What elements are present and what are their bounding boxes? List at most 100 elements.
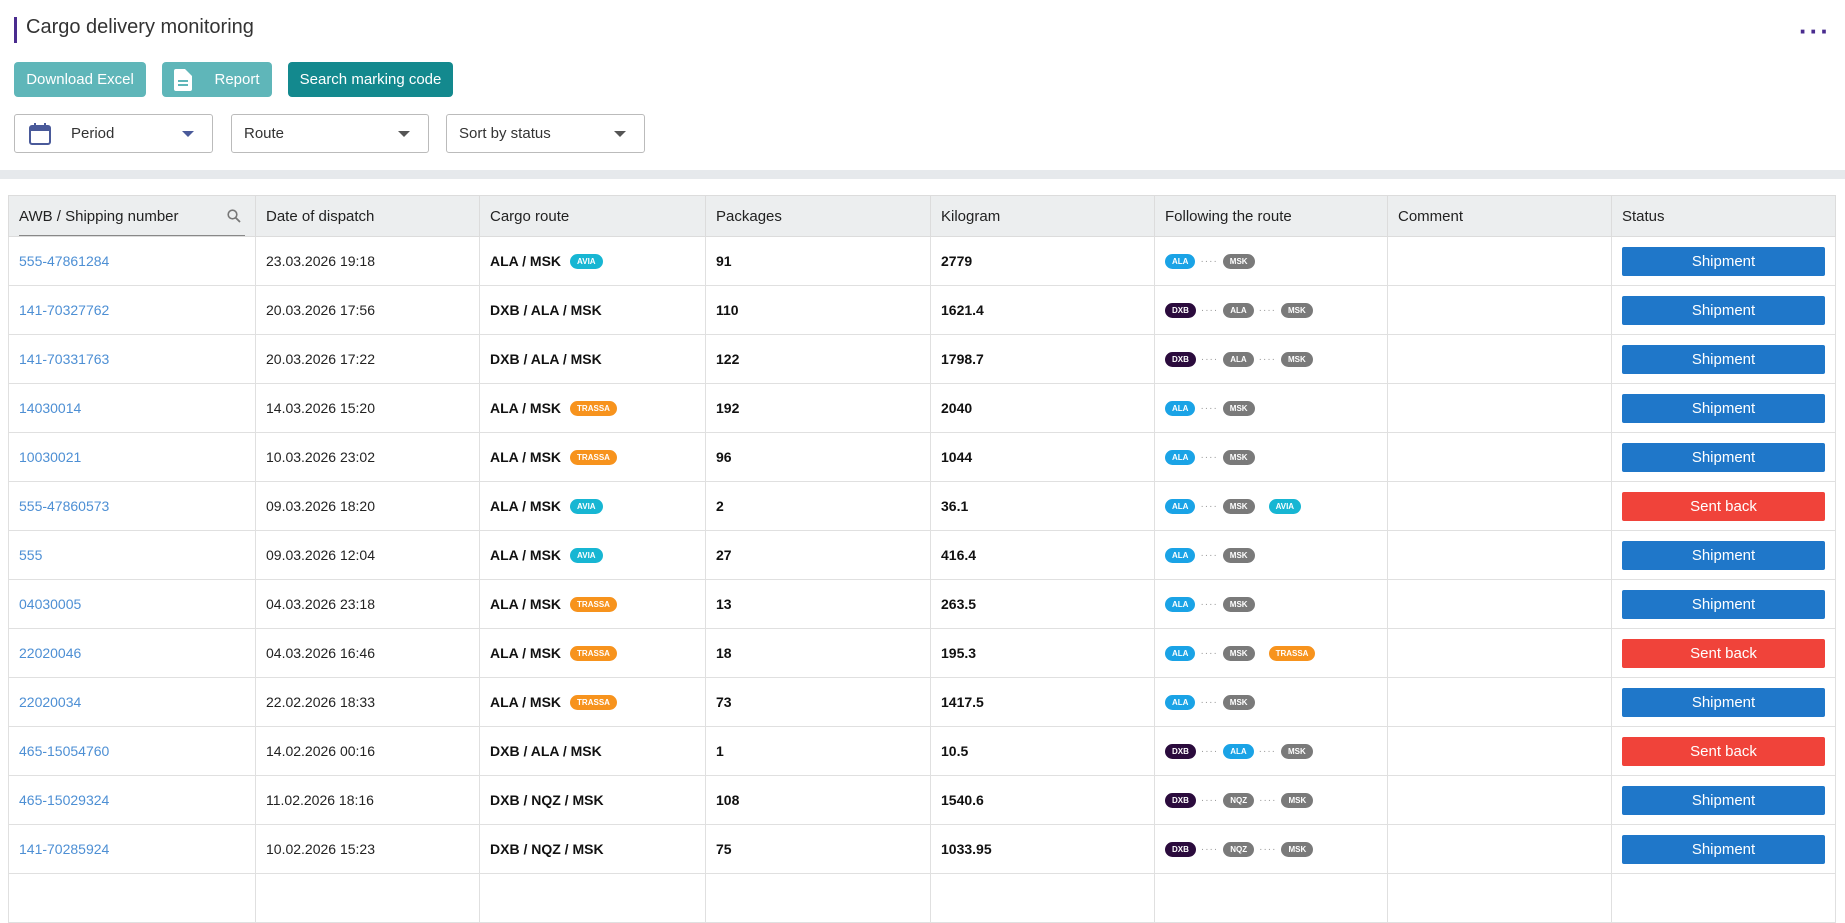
route-chip: MSK	[1222, 695, 1255, 711]
status-button[interactable]: Shipment	[1622, 834, 1825, 864]
table-row: 141-70327762 20.03.2026 17:56 DXB / ALA / …	[8, 285, 1836, 335]
route-connector: ····	[1200, 844, 1219, 856]
table-row: 555-47860573 09.03.2026 18:20 ALA / MSK AVI…	[8, 481, 1836, 531]
status-button[interactable]: Sent back	[1622, 736, 1825, 766]
title-accent	[14, 17, 17, 43]
route-cell: ALA / MSK TRASSA	[479, 677, 706, 727]
awb-link[interactable]: 22020046	[19, 645, 82, 661]
column-header: Status	[1611, 195, 1836, 237]
route-cell: DXB / NQZ / MSK	[479, 775, 706, 825]
awb-link[interactable]: 555-47860573	[19, 498, 110, 514]
awb-link[interactable]: 141-70285924	[19, 841, 110, 857]
route-cell: ALA / MSK TRASSA	[479, 432, 706, 482]
button-label: Download Excel	[26, 71, 134, 88]
status-button[interactable]: Shipment	[1622, 295, 1825, 325]
route-chip: TRASSA	[570, 401, 617, 417]
status-button[interactable]: Shipment	[1622, 540, 1825, 570]
kilogram: 36.1	[941, 498, 969, 514]
route-chip: TRASSA	[570, 597, 617, 613]
route-cell: DXB / ALA / MSK	[479, 334, 706, 384]
status-button[interactable]: Shipment	[1622, 393, 1825, 423]
status-button[interactable]: Shipment	[1622, 344, 1825, 374]
dispatch-date: 10.03.2026 23:02	[266, 449, 375, 465]
kilogram-cell: 2779	[930, 236, 1155, 286]
search-icon[interactable]	[227, 209, 241, 223]
download-excel-button[interactable]: Download Excel	[14, 62, 146, 97]
status-button[interactable]: Sent back	[1622, 491, 1825, 521]
button-label: Report	[214, 71, 260, 88]
table-row: 465-15029324 11.02.2026 18:16 DXB / NQZ / …	[8, 775, 1836, 825]
status-cell: Sent back	[1611, 726, 1836, 776]
route-cell: DXB / NQZ / MSK	[479, 824, 706, 874]
route-chip: ALA	[1165, 695, 1196, 711]
table-row: 555-47861284 23.03.2026 19:18 ALA / MSK AVI…	[8, 236, 1836, 286]
route-chip: AVIA	[1268, 499, 1302, 515]
route-filter[interactable]: Route	[231, 114, 429, 153]
status-button[interactable]: Shipment	[1622, 246, 1825, 276]
awb-link[interactable]: 141-70331763	[19, 351, 110, 367]
route-connector: ····	[1200, 501, 1218, 513]
table-row: 465-15054760 14.02.2026 00:16 DXB / ALA / …	[8, 726, 1836, 776]
following-cell: DXB ···· ALA ···· MSK	[1154, 726, 1388, 776]
route-chip: DXB	[1165, 793, 1196, 809]
column-header: Following the route	[1154, 195, 1388, 237]
status-button[interactable]: Shipment	[1622, 589, 1825, 619]
packages: 122	[716, 351, 740, 367]
awb-link[interactable]: 465-15054760	[19, 743, 110, 759]
cargo-route: ALA / MSK	[490, 693, 562, 710]
status-sort[interactable]: Sort by status	[446, 114, 645, 153]
kilogram: 1417.5	[941, 694, 984, 710]
page-title: Cargo delivery monitoring	[26, 16, 254, 38]
dispatch-date: 14.02.2026 00:16	[266, 743, 375, 759]
awb-link[interactable]: 04030005	[19, 596, 82, 612]
route-chip: MSK	[1281, 793, 1314, 809]
comment-cell	[1387, 383, 1612, 433]
report-button[interactable]: Report	[162, 62, 272, 97]
status-button[interactable]: Shipment	[1622, 442, 1825, 472]
route-chip: MSK	[1222, 450, 1255, 466]
filter-label: Sort by status	[459, 125, 551, 142]
route-connector: ····	[1258, 746, 1276, 758]
kilogram-cell: 416.4	[930, 530, 1155, 580]
comment-cell	[1387, 628, 1612, 678]
awb-link[interactable]: 555-47861284	[19, 253, 110, 269]
status-cell: Shipment	[1611, 334, 1836, 384]
awb-cell: 465-15029324	[8, 775, 256, 825]
status-button[interactable]: Sent back	[1622, 638, 1825, 668]
awb-link[interactable]: 10030021	[19, 449, 82, 465]
shipments-table: AWB / Shipping number Date of dispatch Car…	[8, 195, 1836, 923]
filter-label: Period	[71, 125, 115, 142]
more-menu[interactable]: ···	[1799, 16, 1831, 46]
route-chip: TRASSA	[570, 646, 617, 662]
route-chip: TRASSA	[570, 450, 617, 466]
kilogram: 2040	[941, 400, 973, 416]
date-cell: 22.02.2026 18:33	[255, 677, 480, 727]
awb-link[interactable]: 555	[19, 547, 43, 563]
route-chip: MSK	[1281, 842, 1314, 858]
route-cell: DXB / ALA / MSK	[479, 726, 706, 776]
search-marking-button[interactable]: Search marking code	[288, 62, 453, 97]
route-connector: ····	[1200, 599, 1218, 611]
route-cell: ALA / MSK TRASSA	[479, 628, 706, 678]
awb-link[interactable]: 14030014	[19, 400, 82, 416]
dispatch-date: 04.03.2026 23:18	[266, 596, 375, 612]
status-button[interactable]: Shipment	[1622, 785, 1825, 815]
kilogram: 1621.4	[941, 302, 984, 318]
table-row: 555 09.03.2026 12:04 ALA / MSK AVIA 27 416.4 A…	[8, 530, 1836, 580]
kilogram-cell: 1033.95	[930, 824, 1155, 874]
column-header: Packages	[705, 195, 931, 237]
packages: 1	[716, 743, 724, 759]
status-button[interactable]: Shipment	[1622, 687, 1825, 717]
kilogram: 1798.7	[941, 351, 984, 367]
route-connector: ····	[1258, 354, 1276, 366]
route-chip: ALA	[1165, 646, 1196, 662]
awb-cell: 141-70327762	[8, 285, 256, 335]
awb-link[interactable]: 22020034	[19, 694, 82, 710]
period-filter[interactable]: Period	[14, 114, 213, 153]
kilogram-cell: 1621.4	[930, 285, 1155, 335]
table-container: AWB / Shipping number Date of dispatch Car…	[8, 195, 1836, 923]
comment-cell	[1387, 334, 1612, 384]
awb-link[interactable]: 465-15029324	[19, 792, 110, 808]
route-chip: MSK	[1281, 303, 1313, 319]
awb-link[interactable]: 141-70327762	[19, 302, 110, 318]
